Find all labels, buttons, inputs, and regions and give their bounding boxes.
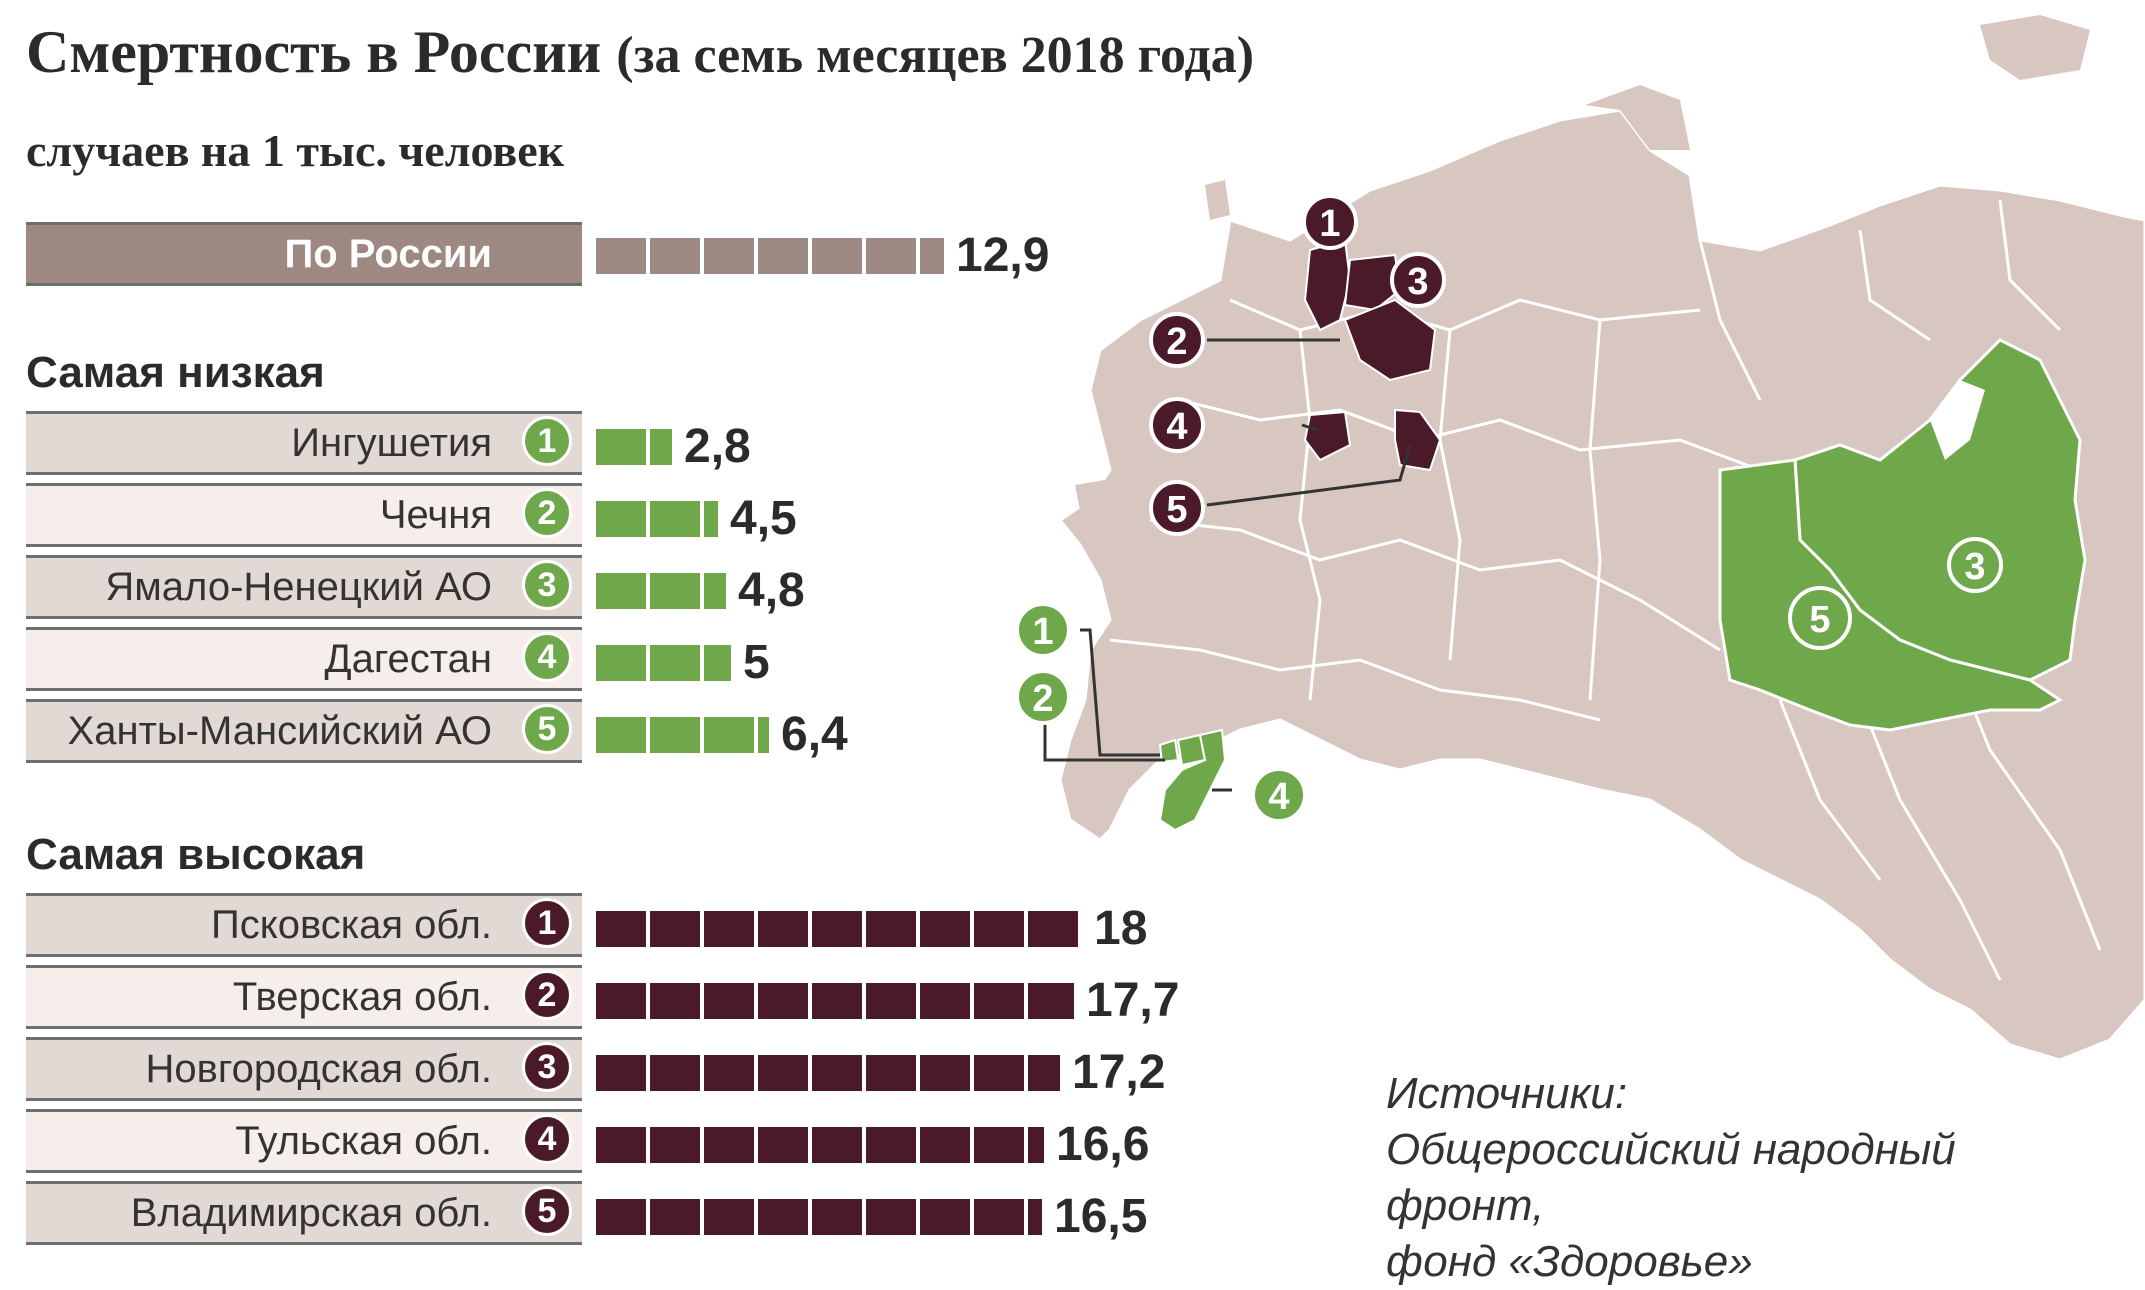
russia-map: 1 2 3 4 5 1 2 3 4 5	[1015, 15, 2145, 1062]
low-rank-badge: 1	[522, 416, 572, 466]
map-region-dagestan	[1158, 728, 1227, 832]
high-value: 17,7	[1086, 974, 1180, 1027]
low-bar	[596, 573, 726, 609]
source-note: Источники: Общероссийский народный фронт…	[1386, 1066, 2126, 1290]
low-value: 4,5	[730, 492, 797, 545]
total-row-label: По России	[26, 222, 582, 286]
map-marker-high-2	[1149, 312, 1205, 368]
high-row-label-text: Псковская обл.	[211, 903, 492, 947]
low-row-label: Чечня 2	[26, 483, 582, 547]
high-rank-badge: 2	[522, 970, 572, 1020]
high-row-label-text: Тверская обл.	[232, 975, 492, 1019]
high-row-label: Владимирская обл. 5	[26, 1181, 582, 1245]
low-rank-badge: 3	[522, 560, 572, 610]
low-value: 4,8	[738, 564, 805, 617]
map-marker-low-2-label: 2	[1032, 678, 1053, 720]
low-bar	[596, 645, 731, 681]
high-rank-badge: 5	[522, 1186, 572, 1236]
high-bar	[596, 1199, 1042, 1235]
map-marker-low-3-label: 3	[1964, 546, 1985, 588]
map-marker-high-5	[1149, 480, 1205, 536]
source-line-2: фонд «Здоровье»	[1386, 1237, 1753, 1286]
low-row-label-text: Ингушетия	[291, 421, 492, 465]
map-marker-low-4	[1251, 767, 1307, 823]
high-bar	[596, 983, 1074, 1019]
map-region-khanty-mansi	[1718, 458, 2063, 732]
map-region-ingushetia	[1158, 738, 1180, 764]
map-marker-low-1-label: 1	[1032, 611, 1053, 653]
high-row-label-text: Тульская обл.	[235, 1119, 492, 1163]
low-value: 2,8	[684, 420, 751, 473]
low-row-label-text: Ямало-Ненецкий АО	[105, 565, 492, 609]
low-rank-badge: 2	[522, 488, 572, 538]
map-marker-high-1-label: 1	[1319, 203, 1340, 245]
source-line-1: Общероссийский народный фронт,	[1386, 1125, 1956, 1230]
map-yamal-gulf	[1930, 380, 1985, 460]
high-row-label-text: Владимирская обл.	[130, 1191, 492, 1235]
map-marker-high-3-label: 3	[1407, 261, 1428, 303]
high-rank-badge: 3	[522, 1042, 572, 1092]
map-island	[1585, 85, 1690, 150]
high-value: 16,6	[1056, 1118, 1150, 1171]
map-marker-low-2	[1015, 669, 1071, 725]
low-row-label: Дагестан 4	[26, 627, 582, 691]
low-bar	[596, 501, 718, 537]
map-region-novgorod	[1343, 253, 1402, 312]
high-bar	[596, 1055, 1060, 1091]
map-marker-high-3	[1390, 252, 1446, 308]
chart-unit: случаев на 1 тыс. человек	[26, 125, 565, 176]
low-row-label-text: Дагестан	[324, 637, 493, 681]
low-value: 5	[743, 636, 770, 689]
map-marker-low-5-label: 5	[1809, 599, 1830, 641]
total-label: По России	[284, 232, 492, 276]
high-row-label: Псковская обл. 1	[26, 893, 582, 957]
chart-title-note: (за семь месяцев 2018 года)	[616, 27, 1255, 84]
high-row-label: Тверская обл. 2	[26, 965, 582, 1029]
high-rank-badge: 4	[522, 1114, 572, 1164]
low-bar	[596, 429, 672, 465]
low-row-label: Ямало-Ненецкий АО 3	[26, 555, 582, 619]
source-heading: Источники:	[1386, 1069, 1628, 1118]
low-row-label-text: Чечня	[379, 493, 492, 537]
map-marker-high-4	[1149, 397, 1205, 453]
high-value: 18	[1094, 902, 1148, 955]
map-region-tver	[1343, 298, 1437, 382]
low-row-label: Ханты-Мансийский АО 5	[26, 699, 582, 763]
high-row-label: Новгородская обл. 3	[26, 1037, 582, 1101]
map-island	[1205, 180, 1230, 220]
low-bar	[596, 717, 769, 753]
map-marker-high-1	[1302, 194, 1358, 250]
high-value: 17,2	[1072, 1046, 1166, 1099]
chart-title-main: Смертность в России	[26, 19, 602, 85]
map-marker-low-4-label: 4	[1268, 776, 1289, 818]
map-marker-low-3	[1947, 537, 2003, 593]
low-rank-badge: 4	[522, 632, 572, 682]
section-title-high: Самая высокая	[26, 830, 366, 879]
chart-title: Смертность в России (за семь месяцев 201…	[26, 18, 1254, 87]
map-island	[1980, 15, 2090, 80]
map-marker-high-5-label: 5	[1166, 489, 1187, 531]
map-marker-high-2-label: 2	[1166, 321, 1187, 363]
map-island	[1075, 480, 1112, 510]
map-region-tula	[1303, 410, 1352, 462]
high-bar	[596, 911, 1082, 947]
map-marker-low-1	[1015, 602, 1071, 658]
high-row-label-text: Новгородская обл.	[145, 1047, 492, 1091]
total-value: 12,9	[956, 229, 1050, 282]
low-rank-badge: 5	[522, 704, 572, 754]
low-row-label: Ингушетия 1	[26, 411, 582, 475]
section-title-low: Самая низкая	[26, 348, 325, 397]
high-value: 16,5	[1054, 1190, 1148, 1243]
high-row-label: Тульская обл. 4	[26, 1109, 582, 1173]
low-row-label-text: Ханты-Мансийский АО	[67, 709, 492, 753]
total-bar	[596, 238, 944, 274]
high-bar	[596, 1127, 1044, 1163]
low-value: 6,4	[781, 708, 848, 761]
map-marker-low-5	[1788, 586, 1852, 650]
map-land	[1057, 108, 2145, 1062]
high-rank-badge: 1	[522, 898, 572, 948]
map-marker-high-4-label: 4	[1166, 406, 1187, 448]
